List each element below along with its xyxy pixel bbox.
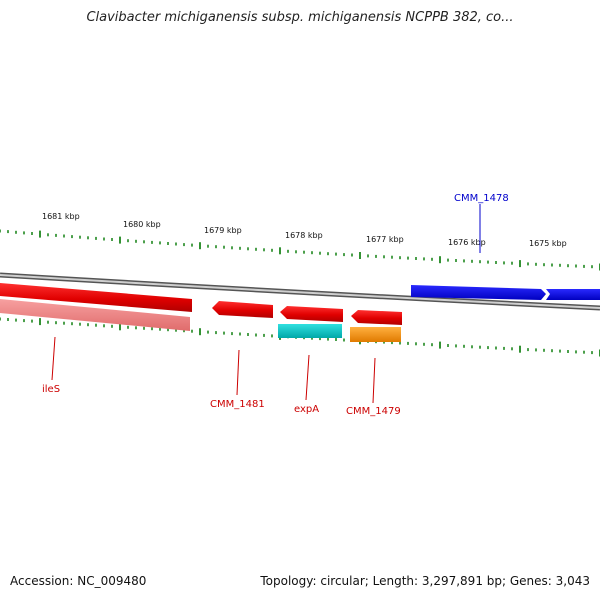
genome-title: Clavibacter michiganensis subsp. michiga… <box>86 10 514 25</box>
backbone-track-highlight <box>0 274 600 309</box>
gene-label-leader <box>51 336 56 381</box>
tick-label: 1680 kbp <box>123 220 161 229</box>
gene-label-leader <box>372 357 376 404</box>
tick-labels: 1681 kbp 1680 kbp 1679 kbp 1678 kbp 1677… <box>42 212 567 248</box>
gene-iles[interactable]: ileS <box>0 283 192 395</box>
gene-cmm-1478[interactable]: CMM_1478 <box>411 193 600 300</box>
gene-arrow[interactable] <box>0 283 192 312</box>
tick-label: 1679 kbp <box>204 226 242 235</box>
gene-arrow[interactable] <box>411 285 546 300</box>
tick-label: 1675 kbp <box>529 239 567 248</box>
gene-label[interactable]: expA <box>294 404 319 415</box>
gene-rna-feature[interactable] <box>278 324 342 338</box>
gene-label-leader <box>305 354 310 401</box>
gene-arrow-continuation[interactable] <box>546 289 600 300</box>
gene-expa[interactable]: expA <box>278 306 343 415</box>
gene-label[interactable]: ileS <box>42 384 60 395</box>
gene-cmm-1479[interactable]: CMM_1479 <box>346 310 402 417</box>
tick-label: 1678 kbp <box>285 231 323 240</box>
gene-arrow[interactable] <box>212 301 273 318</box>
gene-arrow[interactable] <box>351 310 402 325</box>
gene-cmm-1481[interactable]: CMM_1481 <box>210 301 273 410</box>
gene-arrow[interactable] <box>280 306 343 322</box>
accession-text: Accession: NC_009480 <box>10 574 147 588</box>
upper-tick-ring <box>0 229 600 271</box>
gene-misc-feature[interactable] <box>350 327 401 342</box>
tick-label: 1681 kbp <box>42 212 80 221</box>
genome-summary-text: Topology: circular; Length: 3,297,891 bp… <box>260 574 590 588</box>
gene-label[interactable]: CMM_1478 <box>454 193 509 204</box>
gene-label-leader <box>236 349 240 396</box>
gene-label[interactable]: CMM_1481 <box>210 399 265 410</box>
tick-label: 1676 kbp <box>448 238 486 247</box>
tick-label: 1677 kbp <box>366 235 404 244</box>
gene-arrow-shadow[interactable] <box>0 299 190 331</box>
gene-label[interactable]: CMM_1479 <box>346 406 401 417</box>
